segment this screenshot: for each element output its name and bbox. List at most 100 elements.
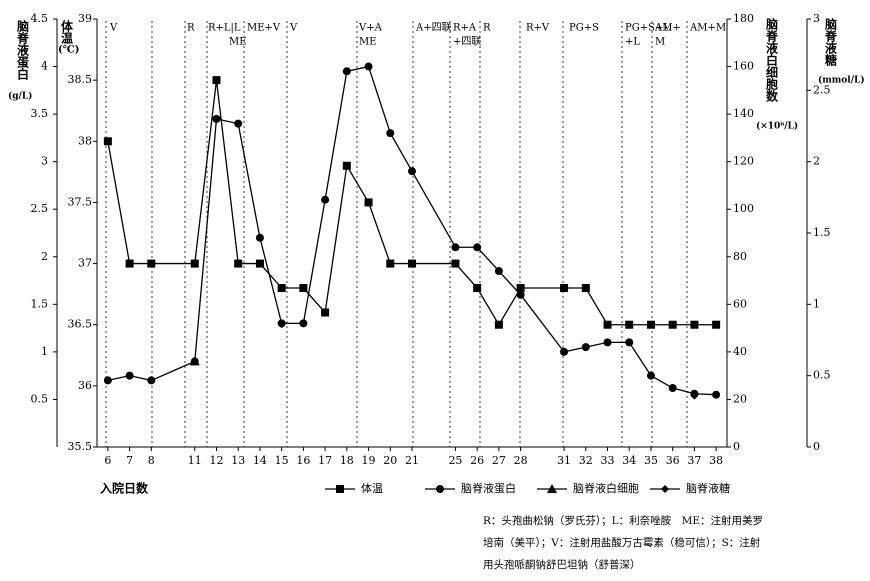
x-tick-label: 7 <box>126 454 133 467</box>
data-point <box>581 343 590 352</box>
legend-marker <box>436 485 444 493</box>
data-point <box>494 320 503 329</box>
wbc-axis-title: 脑脊液白细胞数 <box>765 17 779 103</box>
y-tick-label: 40 <box>733 345 747 358</box>
data-point <box>321 195 330 204</box>
legend-marker <box>336 485 344 493</box>
y-tick-label: 1 <box>41 345 48 358</box>
data-point <box>212 114 221 123</box>
data-point <box>625 320 634 329</box>
y-tick-label: 120 <box>733 155 754 168</box>
temp-axis-unit: (℃) <box>58 45 79 56</box>
data-point <box>189 356 200 366</box>
treatment-label: ME <box>229 37 247 48</box>
protein-axis-unit: (g/L) <box>8 91 32 102</box>
data-point <box>125 371 134 380</box>
y-tick-label: 35.5 <box>68 440 93 453</box>
data-point <box>386 259 395 268</box>
series-line <box>107 80 717 326</box>
data-point <box>342 161 351 170</box>
x-tick-label: 12 <box>209 454 223 467</box>
x-tick-label: 8 <box>148 454 155 467</box>
x-tick-label: 38 <box>709 454 723 467</box>
treatment-label: R+V <box>526 23 550 34</box>
footnote: 用头孢哌酮钠舒巴坦钠（舒普深） <box>483 558 641 571</box>
treatment-label: PG+S+L <box>625 23 670 34</box>
treatment-label: V+A <box>358 23 383 34</box>
x-tick-label: 6 <box>104 454 111 467</box>
treatment-label: V <box>109 23 118 34</box>
data-point <box>581 284 590 293</box>
data-point <box>147 376 156 385</box>
y-tick-label: 2.5 <box>813 83 831 96</box>
y-tick-label: 2 <box>813 155 820 168</box>
data-point <box>125 259 134 268</box>
data-point <box>408 167 416 176</box>
temp-axis-title: 体温 <box>60 19 74 45</box>
data-point <box>408 259 416 268</box>
y-tick-label: 3 <box>813 12 820 25</box>
data-point <box>321 308 330 317</box>
y-tick-label: 36.5 <box>68 318 93 331</box>
legend-marker <box>547 484 557 493</box>
y-tick-label: 1.5 <box>31 297 49 310</box>
data-point <box>712 320 721 329</box>
y-tick-label: 37.5 <box>68 195 93 208</box>
data-point <box>690 320 699 329</box>
x-tick-label: 37 <box>687 454 701 467</box>
data-point <box>603 320 612 329</box>
y-tick-label: 38 <box>78 134 92 147</box>
x-tick-label: 13 <box>231 454 245 467</box>
treatment-label: R+L|L <box>208 23 241 34</box>
y-tick-label: 2 <box>41 250 48 263</box>
data-point <box>255 259 264 268</box>
data-point <box>560 347 569 356</box>
y-tick-label: 37 <box>78 257 92 270</box>
data-point <box>147 259 156 268</box>
x-tick-label: 26 <box>470 454 484 467</box>
x-tick-label: 16 <box>296 454 310 467</box>
data-point <box>603 338 612 347</box>
x-tick-label: 32 <box>579 454 593 467</box>
x-tick-label: 28 <box>514 454 528 467</box>
data-point <box>234 259 243 268</box>
y-tick-label: 38.5 <box>68 73 93 86</box>
data-point <box>277 284 286 293</box>
y-tick-label: 3 <box>41 155 48 168</box>
y-tick-label: 160 <box>733 60 754 73</box>
x-tick-label: 11 <box>188 454 202 467</box>
treatment-label: R <box>187 23 195 34</box>
y-tick-label: 0 <box>813 440 820 453</box>
wbc-axis-unit: (×10⁶/L) <box>756 121 798 132</box>
data-point <box>712 390 721 399</box>
data-point <box>103 376 112 385</box>
treatment-label: ME+V <box>247 23 281 34</box>
data-point <box>234 119 243 128</box>
y-tick-label: 0.5 <box>813 369 831 382</box>
treatment-label: A+四联 <box>415 22 452 34</box>
protein-axis-title: 脑脊液蛋白 <box>16 19 30 81</box>
y-tick-label: 60 <box>733 297 747 310</box>
data-point <box>255 233 264 242</box>
data-point <box>103 137 112 146</box>
y-tick-label: 1 <box>813 297 820 310</box>
data-point <box>299 319 308 328</box>
glucose-axis-unit: (mmol/L) <box>818 75 865 86</box>
data-point <box>190 259 199 268</box>
x-tick-label: 17 <box>318 454 332 467</box>
y-tick-label: 3.5 <box>31 107 49 120</box>
data-point <box>364 62 373 71</box>
data-point <box>494 267 503 276</box>
treatment-label: AM+M <box>689 23 726 34</box>
treatment-label: AM+ <box>654 23 681 34</box>
data-point <box>342 67 351 76</box>
treatment-label: V <box>289 23 298 34</box>
data-point <box>516 284 525 293</box>
x-tick-label: 31 <box>557 454 571 467</box>
x-tick-label: 34 <box>622 454 636 467</box>
y-tick-label: 36 <box>78 379 92 392</box>
y-tick-label: 2.5 <box>31 202 49 215</box>
treatment-label: +L <box>625 37 640 48</box>
data-point <box>277 320 286 329</box>
